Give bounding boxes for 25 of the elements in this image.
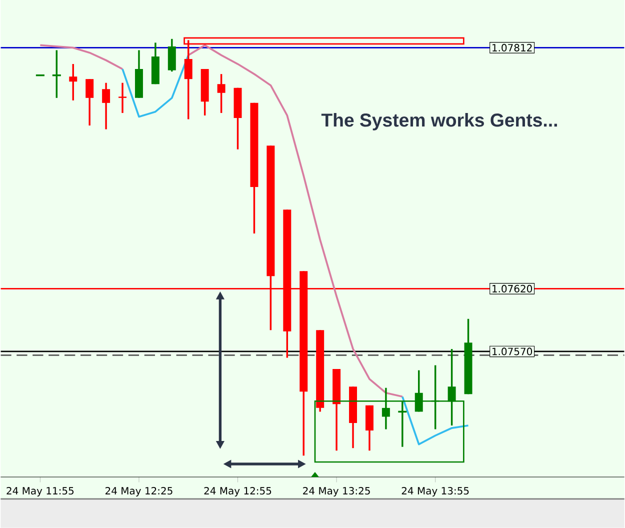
candlestick <box>464 318 472 396</box>
x-tick-label: 24 May 13:25 <box>303 487 370 497</box>
candlestick <box>86 78 94 126</box>
candlestick <box>118 82 127 114</box>
candlestick <box>250 102 258 234</box>
candlestick <box>151 42 160 86</box>
candlestick <box>234 87 242 150</box>
x-tick-label: 24 May 11:55 <box>6 487 74 497</box>
candlestick <box>332 368 341 452</box>
candlestick <box>217 73 226 114</box>
candlestick <box>134 49 143 99</box>
annotation: The System works Gents... <box>321 113 557 130</box>
candlestick <box>200 68 209 116</box>
ref-line-label: 1.07620 <box>492 284 532 293</box>
ref-line-label: 1.07812 <box>492 44 532 52</box>
x-tick-label: 24 May 13:55 <box>402 487 469 497</box>
x-tick-label: 24 May 12:55 <box>204 487 272 497</box>
candlestick <box>69 63 78 102</box>
candlestick <box>168 38 176 72</box>
candlestick <box>316 329 324 413</box>
candlestick <box>365 404 374 452</box>
ref-line-label: 1.07570 <box>492 348 532 356</box>
candlestick <box>102 82 110 130</box>
candlestick <box>349 386 358 450</box>
x-tick-label: 24 May 12:25 <box>105 487 172 497</box>
